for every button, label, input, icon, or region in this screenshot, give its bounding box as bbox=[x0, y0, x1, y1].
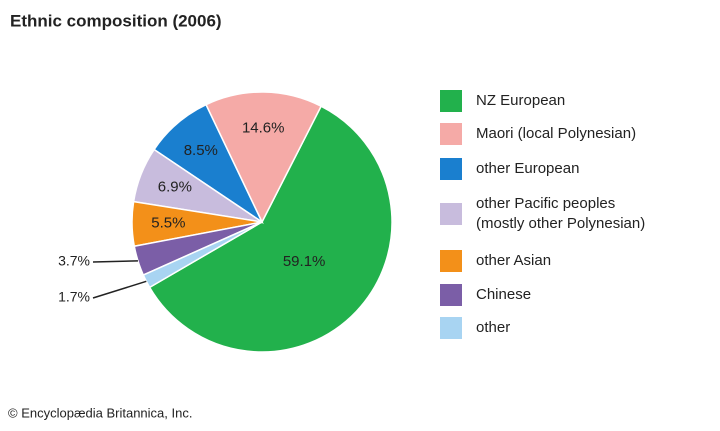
leader-line bbox=[92, 280, 147, 299]
legend-label: other bbox=[476, 319, 510, 336]
legend-label: other Pacific peoples (mostly other Polyn… bbox=[476, 195, 645, 232]
chart-title: Ethnic composition (2006) bbox=[10, 11, 222, 30]
slice-label: 59.1% bbox=[283, 253, 326, 270]
legend-swatch bbox=[440, 158, 462, 180]
legend-label: other European bbox=[476, 160, 579, 177]
slice-label: 14.6% bbox=[242, 119, 285, 136]
legend-swatch bbox=[440, 90, 462, 112]
pie-slice bbox=[148, 105, 393, 353]
legend-swatch bbox=[440, 250, 462, 272]
pie-slice bbox=[204, 91, 323, 224]
legend-line: other Pacific peoples bbox=[476, 195, 615, 212]
source: © Encyclopædia Britannica, Inc. bbox=[8, 405, 192, 420]
legend-swatch bbox=[440, 284, 462, 306]
slice-label: 5.5% bbox=[151, 214, 185, 231]
legend-label: other Asian bbox=[476, 252, 551, 269]
slice-label: 6.9% bbox=[158, 179, 192, 196]
slice-label: 3.7% bbox=[58, 253, 90, 269]
slice-label: 8.5% bbox=[184, 142, 218, 159]
legend-swatch bbox=[440, 317, 462, 339]
legend-swatch bbox=[440, 203, 462, 225]
leader-line bbox=[92, 260, 138, 263]
slice-label: 1.7% bbox=[58, 289, 90, 305]
legend-line: (mostly other Polynesian) bbox=[476, 215, 645, 232]
legend-label: Maori (local Polynesian) bbox=[476, 125, 636, 142]
legend-label: NZ European bbox=[476, 92, 565, 109]
legend-label: Chinese bbox=[476, 286, 531, 303]
legend-swatch bbox=[440, 123, 462, 145]
